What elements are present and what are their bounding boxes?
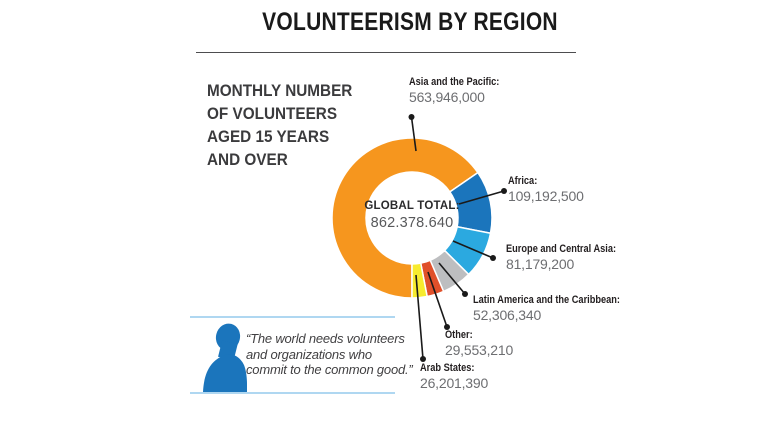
person-silhouette-icon: [203, 323, 247, 392]
callout-arab-states: Arab States: 26,201,390: [420, 362, 488, 391]
leader-dot-europe-central-asia: [490, 255, 496, 261]
callout-europe-central-asia: Europe and Central Asia: 81,179,200: [506, 243, 637, 272]
callout-latin-america-caribbean-value: 52,306,340: [473, 307, 542, 323]
callout-africa: Africa: 109,192,500: [508, 175, 584, 204]
quote-divider-top: [190, 316, 395, 318]
callout-arab-states-label: Arab States:: [420, 362, 475, 374]
chart-subtitle: MONTHLY NUMBER OF VOLUNTEERS AGED 15 YEA…: [207, 81, 353, 169]
callout-africa-value: 109,192,500: [508, 188, 584, 204]
callout-asia-pacific-label: Asia and the Pacific:: [409, 76, 500, 88]
callout-other: Other: 29,553,210: [445, 329, 513, 358]
callout-arab-states-value: 26,201,390: [420, 375, 489, 391]
callout-europe-central-asia-label: Europe and Central Asia:: [506, 243, 617, 255]
callout-asia-pacific: Asia and the Pacific: 563,946,000: [409, 76, 517, 105]
global-total-label: GLOBAL TOTAL:: [364, 200, 460, 212]
donut-center-label: GLOBAL TOTAL: 862.378.640: [352, 200, 472, 231]
callout-other-label: Other:: [445, 329, 473, 341]
leader-dot-arab-states: [420, 356, 426, 362]
donut-segments: [331, 137, 493, 299]
leader-dot-africa: [501, 188, 507, 194]
donut-segment-0: [331, 137, 479, 299]
callout-latin-america-caribbean-label: Latin America and the Caribbean:: [473, 294, 621, 306]
callout-europe-central-asia-value: 81,179,200: [506, 256, 575, 272]
leader-line-africa: [458, 190, 505, 205]
callout-latin-america-caribbean: Latin America and the Caribbean: 52,306,…: [473, 294, 648, 323]
callout-africa-label: Africa:: [508, 175, 538, 187]
leader-line-latin-america-caribbean: [438, 262, 466, 295]
callout-asia-pacific-value: 563,946,000: [409, 89, 485, 105]
leader-lines: [408, 114, 507, 362]
leader-line-other: [427, 271, 448, 328]
page-title: VOLUNTEERISM BY REGION: [262, 8, 558, 36]
quote-divider-bottom: [190, 392, 395, 394]
leader-dot-other: [444, 324, 450, 330]
leader-line-europe-central-asia: [452, 240, 494, 259]
callout-other-value: 29,553,210: [445, 342, 514, 358]
title-underline: [196, 52, 576, 53]
quote-text: “The world needs volunteers and organiza…: [246, 331, 413, 377]
leader-line-asia-pacific: [410, 116, 417, 152]
leader-dot-asia-pacific: [408, 114, 415, 120]
leader-line-arab-states: [415, 274, 424, 360]
donut-segment-5: [411, 262, 428, 299]
leader-dot-latin-america-caribbean: [462, 291, 468, 297]
global-total-value: 862.378.640: [370, 215, 454, 231]
